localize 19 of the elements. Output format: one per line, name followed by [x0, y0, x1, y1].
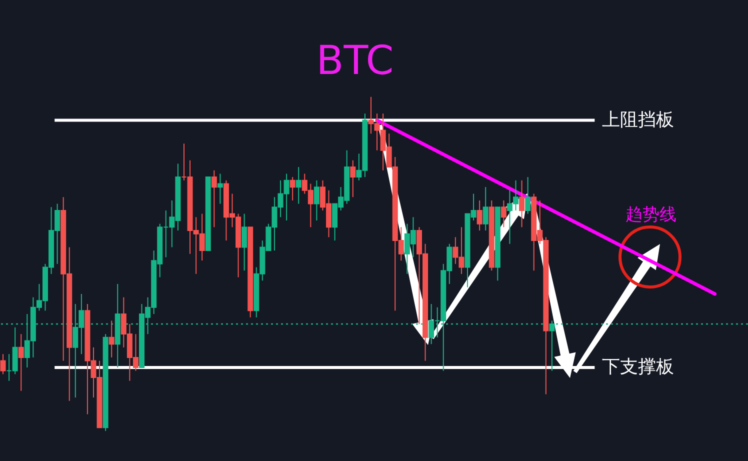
candlestick	[290, 176, 296, 201]
candlestick	[314, 180, 320, 221]
candlestick	[108, 320, 114, 358]
candlestick	[525, 176, 531, 214]
chart-title: BTC	[316, 38, 394, 84]
candlestick	[482, 186, 488, 231]
candlestick	[242, 213, 248, 272]
candlestick	[211, 170, 217, 228]
candlestick	[18, 334, 24, 392]
candlestick	[0, 354, 6, 375]
candlestick	[476, 200, 482, 231]
candlestick	[217, 173, 223, 204]
candlestick	[296, 166, 302, 204]
candlestick	[519, 180, 525, 228]
candlestick	[350, 160, 356, 198]
candlestick	[500, 200, 506, 228]
series-label: 趋势线	[625, 204, 676, 225]
ref-line-label: 下支撑板	[602, 356, 674, 378]
ref-line-label: 上阻挡板	[602, 109, 674, 130]
